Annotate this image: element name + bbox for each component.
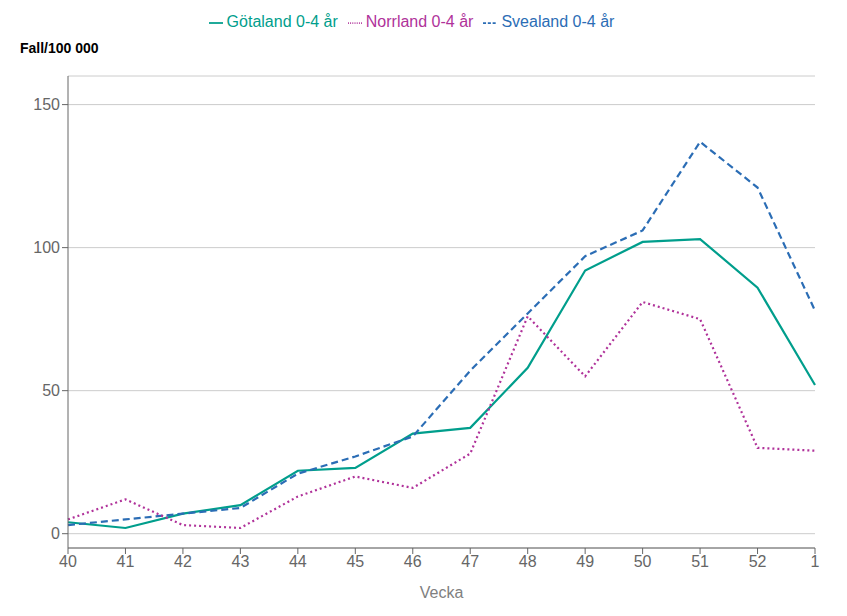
html-text:Norrland 0-4 år: Norrland 0-4 år <box>365 13 474 30</box>
svg-text:Vecka: Vecka <box>420 584 464 601</box>
svg-text:100: 100 <box>33 239 60 256</box>
svg-text:0: 0 <box>51 525 60 542</box>
svg-text:43: 43 <box>231 553 249 570</box>
html-text:Götaland 0-4 år: Götaland 0-4 år <box>226 13 338 30</box>
svg-text:47: 47 <box>461 553 479 570</box>
svg-text:46: 46 <box>404 553 422 570</box>
svg-text:48: 48 <box>519 553 537 570</box>
html-text:Fall/100 000: Fall/100 000 <box>20 40 99 56</box>
html-text:Svealand 0-4 år: Svealand 0-4 år <box>501 13 615 30</box>
svg-text:52: 52 <box>749 553 767 570</box>
svg-text:50: 50 <box>634 553 652 570</box>
svg-text:51: 51 <box>691 553 709 570</box>
svg-text:44: 44 <box>289 553 307 570</box>
svg-text:50: 50 <box>42 382 60 399</box>
svg-text:41: 41 <box>117 553 135 570</box>
svg-text:150: 150 <box>33 96 60 113</box>
svg-text:40: 40 <box>59 553 77 570</box>
svg-text:42: 42 <box>174 553 192 570</box>
svg-text:45: 45 <box>346 553 364 570</box>
svg-text:1: 1 <box>811 553 820 570</box>
svg-text:49: 49 <box>576 553 594 570</box>
